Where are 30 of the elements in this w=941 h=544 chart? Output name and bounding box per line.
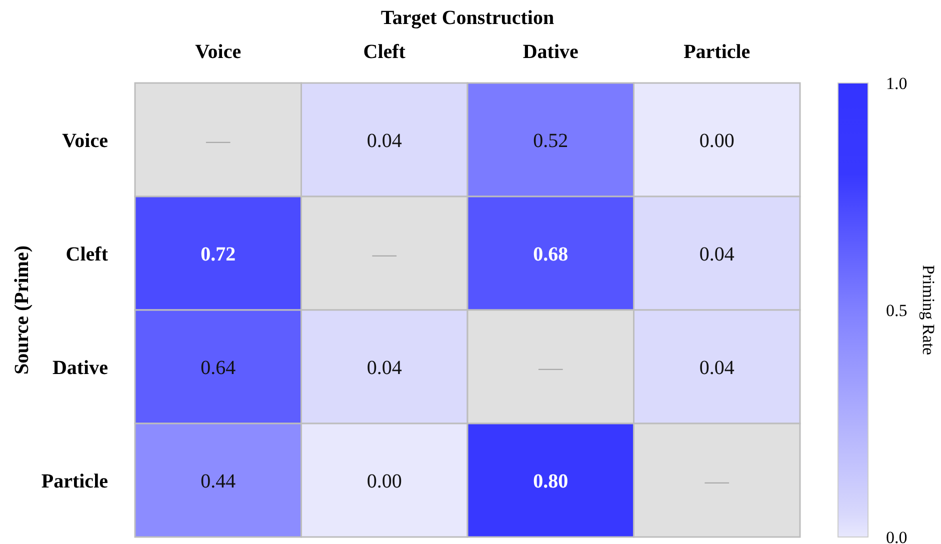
color-bar-label: 1.0 (886, 74, 908, 93)
x-tick-label: Voice (195, 41, 242, 63)
y-tick-label: Voice (62, 130, 108, 152)
data-label: 0.04 (699, 243, 734, 266)
y-tick-label: Cleft (66, 243, 108, 266)
data-label: 0.64 (200, 356, 236, 379)
text: — (372, 242, 396, 268)
data-label: 0.00 (699, 130, 734, 152)
data-label: 0.00 (366, 470, 402, 492)
color-bar-title: Priming Rate (919, 264, 938, 356)
data-label: 0.72 (200, 243, 236, 266)
data-label: 0.04 (366, 130, 402, 152)
y-tick-label: Dative (52, 356, 108, 379)
data-label: 0.44 (200, 470, 236, 492)
text: — (538, 355, 563, 382)
data-label: 0.68 (533, 243, 568, 266)
data-label: 0.80 (533, 470, 568, 492)
y-tick-label: Particle (41, 470, 108, 492)
x-axis-title: Target Construction (380, 7, 554, 29)
data-label: 0.04 (699, 356, 734, 379)
color-bar-label: 0.5 (886, 300, 908, 320)
text: — (206, 128, 230, 154)
text: — (704, 468, 729, 495)
color-bar-label: 0.0 (886, 528, 908, 544)
data-label: 0.04 (366, 356, 402, 379)
data-label: 0.52 (533, 130, 568, 152)
x-tick-label: Particle (684, 41, 750, 63)
y-axis-title: Source (Prime) (11, 245, 33, 375)
x-tick-label: Cleft (363, 41, 406, 63)
x-tick-label: Dative (522, 41, 579, 63)
